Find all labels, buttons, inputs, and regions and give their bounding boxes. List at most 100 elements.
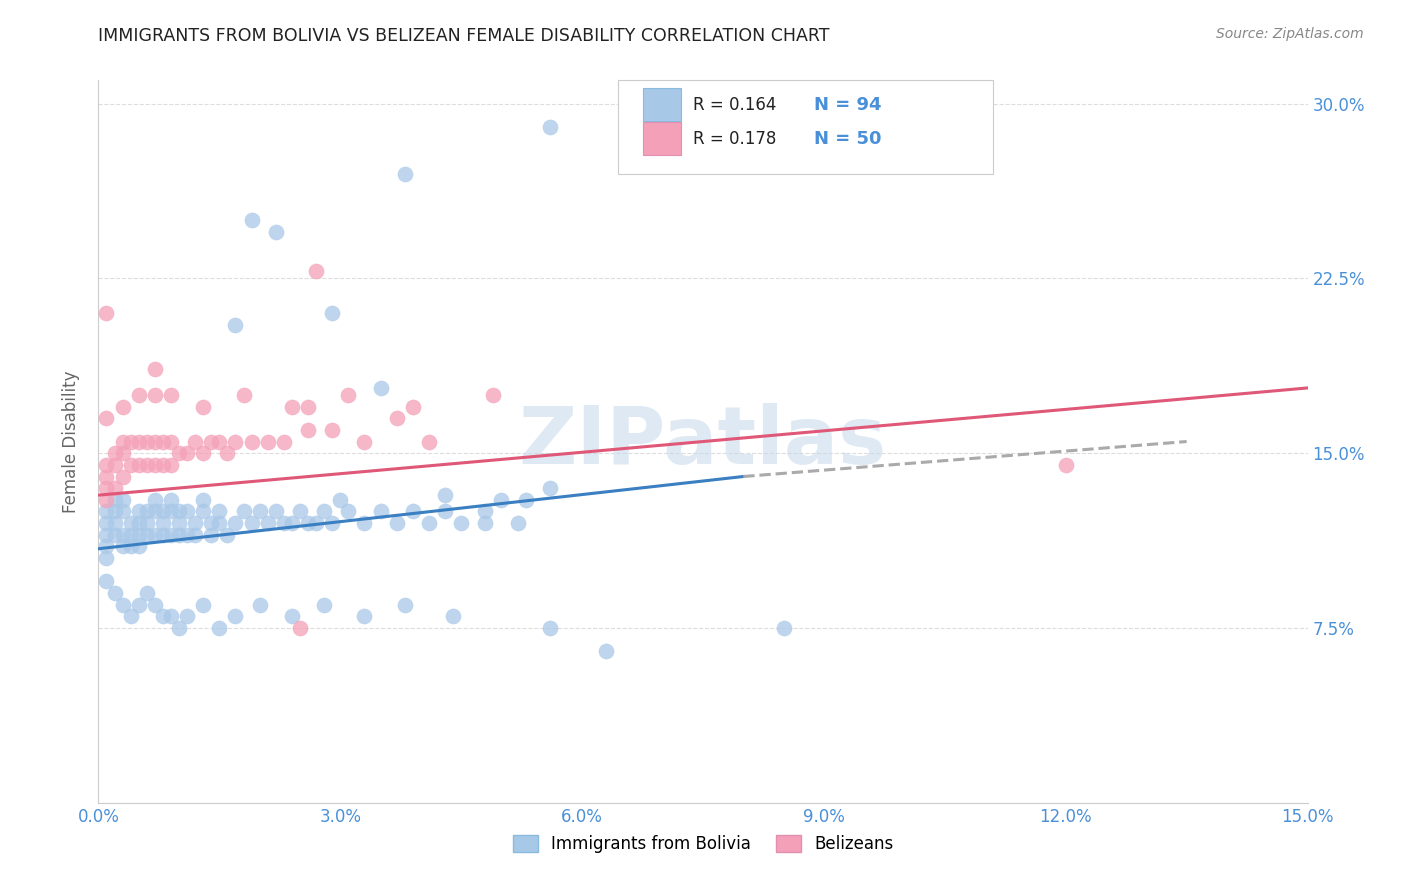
Point (240, 213, 263, 227)
Point (208, 516, 231, 530)
Point (96, 574, 118, 589)
Point (273, 434, 295, 449)
Point (249, 598, 271, 612)
Point (160, 609, 183, 624)
Point (418, 434, 440, 449)
FancyBboxPatch shape (643, 122, 682, 155)
Point (264, 504, 287, 518)
Point (297, 516, 319, 530)
Point (111, 446, 134, 460)
Point (595, 644, 617, 658)
Point (120, 516, 142, 530)
Point (152, 504, 174, 518)
Point (337, 388, 360, 402)
Point (297, 423, 319, 437)
Point (434, 488, 457, 502)
Point (143, 528, 166, 542)
Point (143, 362, 166, 376)
Point (193, 400, 215, 414)
Point (506, 516, 529, 530)
Point (96, 469, 118, 483)
Point (96, 492, 118, 507)
Point (143, 388, 166, 402)
Point (353, 516, 375, 530)
Point (152, 516, 174, 530)
Text: ZIPatlas: ZIPatlas (519, 402, 887, 481)
Point (193, 446, 215, 460)
Point (96, 504, 118, 518)
Point (103, 458, 125, 472)
Point (111, 598, 134, 612)
Point (103, 481, 125, 495)
Point (281, 609, 304, 624)
Point (232, 504, 254, 518)
Point (441, 609, 464, 624)
Point (120, 540, 142, 554)
Point (184, 434, 207, 449)
Point (128, 458, 150, 472)
Point (370, 504, 392, 518)
Point (538, 621, 561, 635)
Point (184, 528, 207, 542)
Point (176, 504, 198, 518)
Point (128, 540, 150, 554)
Point (281, 400, 304, 414)
Point (256, 516, 278, 530)
Point (200, 516, 222, 530)
Point (128, 516, 150, 530)
Point (385, 411, 408, 425)
Point (135, 516, 157, 530)
Point (394, 598, 416, 612)
Point (434, 504, 457, 518)
Point (337, 504, 360, 518)
Point (135, 458, 157, 472)
Point (515, 492, 537, 507)
Point (103, 528, 125, 542)
Point (305, 264, 328, 278)
Point (224, 434, 246, 449)
Point (128, 434, 150, 449)
Point (450, 516, 472, 530)
Point (402, 504, 425, 518)
Point (152, 434, 174, 449)
Point (240, 516, 263, 530)
Point (385, 516, 408, 530)
Point (288, 621, 311, 635)
Point (184, 516, 207, 530)
Point (474, 516, 496, 530)
Point (305, 516, 328, 530)
Point (160, 458, 183, 472)
Point (160, 492, 183, 507)
Point (143, 458, 166, 472)
Point (208, 621, 231, 635)
Point (135, 586, 157, 600)
Point (152, 528, 174, 542)
Point (120, 458, 142, 472)
Point (394, 167, 416, 181)
Point (224, 609, 246, 624)
Point (249, 504, 271, 518)
Point (128, 528, 150, 542)
Point (288, 504, 311, 518)
Point (193, 598, 215, 612)
Point (160, 388, 183, 402)
Point (143, 434, 166, 449)
Point (96, 551, 118, 566)
Point (111, 540, 134, 554)
Point (232, 388, 254, 402)
Point (329, 492, 352, 507)
Point (176, 528, 198, 542)
Point (103, 516, 125, 530)
Point (160, 434, 183, 449)
Text: R = 0.178: R = 0.178 (693, 130, 776, 148)
Point (297, 400, 319, 414)
Point (167, 446, 190, 460)
Point (103, 586, 125, 600)
Y-axis label: Female Disability: Female Disability (62, 370, 80, 513)
Point (353, 434, 375, 449)
Point (128, 388, 150, 402)
Point (167, 516, 190, 530)
Point (167, 621, 190, 635)
Point (96, 540, 118, 554)
Point (418, 516, 440, 530)
